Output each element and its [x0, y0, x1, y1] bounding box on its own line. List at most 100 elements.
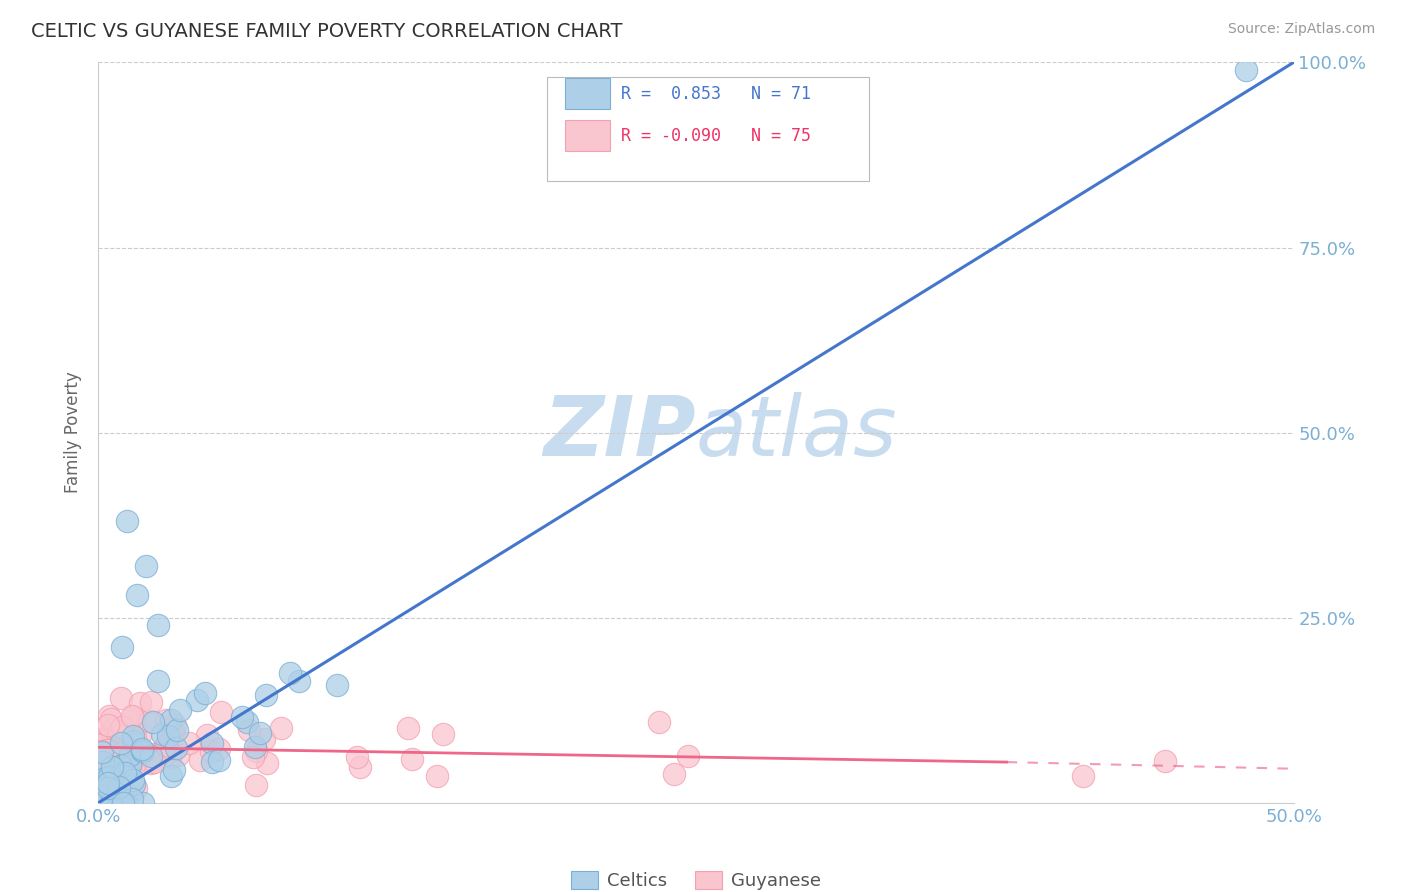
Point [138, 714, 160, 728]
Point [678, 749, 700, 764]
Point [156, 729, 179, 743]
Point [131, 742, 153, 756]
Point [90, 789, 112, 803]
Point [139, 747, 162, 762]
Point [91, 796, 114, 810]
Point [160, 721, 183, 735]
Point [110, 690, 132, 705]
Point [132, 796, 155, 810]
Point [1154, 754, 1177, 768]
Point [162, 723, 184, 738]
Point [89, 772, 111, 787]
Point [128, 696, 150, 710]
Text: Source: ZipAtlas.com: Source: ZipAtlas.com [1227, 22, 1375, 37]
Point [125, 780, 148, 795]
Point [148, 618, 170, 632]
Point [124, 777, 146, 791]
Point [97, 780, 120, 795]
Point [194, 686, 217, 700]
Point [186, 693, 208, 707]
Point [139, 748, 162, 763]
Point [103, 796, 125, 810]
Point [139, 695, 162, 709]
Point [162, 724, 184, 739]
Point [236, 714, 259, 729]
Point [122, 713, 145, 727]
Legend: Celtics, Guyanese: Celtics, Guyanese [564, 863, 828, 892]
Point [91, 745, 114, 759]
Point [97, 770, 120, 784]
Point [93, 731, 115, 745]
Point [124, 730, 146, 744]
Point [110, 758, 132, 772]
Point [278, 665, 301, 680]
Point [155, 739, 177, 753]
Point [153, 749, 176, 764]
Point [326, 678, 349, 692]
Point [209, 705, 232, 719]
Point [108, 789, 131, 804]
Text: atlas: atlas [696, 392, 897, 473]
Point [208, 742, 231, 756]
Point [155, 713, 177, 727]
Point [146, 749, 169, 764]
Point [104, 741, 127, 756]
Point [98, 731, 121, 745]
Point [432, 727, 454, 741]
Point [121, 709, 143, 723]
Point [131, 744, 153, 758]
Point [96, 796, 118, 810]
Point [122, 773, 145, 788]
Point [165, 740, 187, 755]
Point [97, 775, 120, 789]
Point [159, 750, 181, 764]
Point [120, 758, 142, 772]
Point [160, 769, 183, 783]
Point [108, 759, 131, 773]
Point [201, 755, 224, 769]
Point [252, 731, 274, 746]
Point [254, 688, 277, 702]
Point [91, 792, 114, 806]
Point [90, 751, 112, 765]
Point [245, 739, 267, 754]
Point [110, 736, 132, 750]
Point [89, 738, 111, 752]
Point [87, 796, 110, 810]
Point [115, 796, 138, 810]
Point [111, 796, 134, 810]
Point [163, 718, 186, 732]
Point [118, 737, 141, 751]
Point [91, 774, 114, 789]
Point [121, 709, 143, 723]
Point [87, 796, 110, 810]
Point [155, 738, 177, 752]
Point [150, 727, 173, 741]
Point [346, 750, 368, 764]
Point [169, 703, 191, 717]
Point [104, 721, 127, 735]
Point [396, 721, 419, 735]
Point [163, 763, 186, 777]
Point [288, 674, 311, 689]
Point [120, 757, 142, 772]
Point [94, 743, 117, 757]
Point [1071, 769, 1094, 783]
Point [166, 747, 188, 762]
Point [245, 778, 267, 792]
Point [117, 756, 139, 771]
Point [426, 769, 449, 783]
Point [97, 709, 120, 723]
Point [111, 720, 134, 734]
Point [97, 743, 120, 757]
Point [208, 753, 231, 767]
Point [100, 760, 122, 774]
Point [256, 756, 278, 771]
Point [120, 748, 142, 763]
Point [111, 745, 134, 759]
Point [245, 744, 267, 758]
Point [1234, 62, 1257, 77]
Point [94, 771, 117, 785]
Text: ZIP: ZIP [543, 392, 696, 473]
Point [98, 796, 121, 810]
